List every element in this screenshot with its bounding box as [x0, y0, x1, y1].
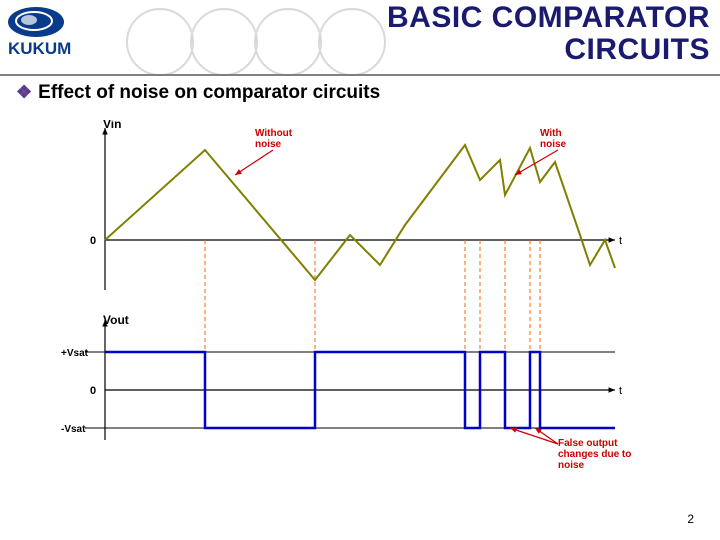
logo-text: KUKUM — [8, 39, 71, 58]
svg-text:changes due to: changes due to — [558, 449, 631, 460]
page-title: BASIC COMPARATOR CIRCUITS — [387, 2, 710, 65]
svg-text:False output: False output — [558, 438, 618, 449]
svg-text:t: t — [619, 385, 622, 397]
svg-text:Without: Without — [255, 128, 293, 139]
page-number: 2 — [687, 512, 694, 526]
svg-text:-Vsat: -Vsat — [61, 424, 86, 435]
slide: KUKUM BASIC COMPARATOR CIRCUITS ❖ Effect … — [0, 0, 720, 540]
title-underline — [0, 74, 720, 76]
title-line2: CIRCUITS — [387, 34, 710, 66]
svg-text:noise: noise — [540, 139, 567, 150]
svg-text:0: 0 — [90, 385, 96, 397]
svg-text:+Vsat: +Vsat — [61, 348, 89, 359]
svg-text:0: 0 — [90, 235, 96, 247]
subtitle-text: Effect of noise on comparator circuits — [38, 82, 380, 103]
bg-decorative-circles — [125, 4, 425, 76]
svg-text:noise: noise — [558, 460, 585, 471]
svg-text:noise: noise — [255, 139, 282, 150]
bullet-icon: ❖ — [16, 82, 32, 102]
svg-text:t: t — [619, 235, 622, 247]
svg-text:Vin: Vin — [103, 120, 121, 131]
svg-text:With: With — [540, 128, 562, 139]
svg-text:Vout: Vout — [103, 313, 129, 327]
subtitle: ❖ Effect of noise on comparator circuits — [16, 82, 380, 104]
title-line1: BASIC COMPARATOR — [387, 2, 710, 34]
kukum-logo: KUKUM — [4, 4, 114, 64]
timing-diagram: t0VinWithoutnoiseWithnoiset0Vout+Vsat-Vs… — [60, 120, 660, 480]
